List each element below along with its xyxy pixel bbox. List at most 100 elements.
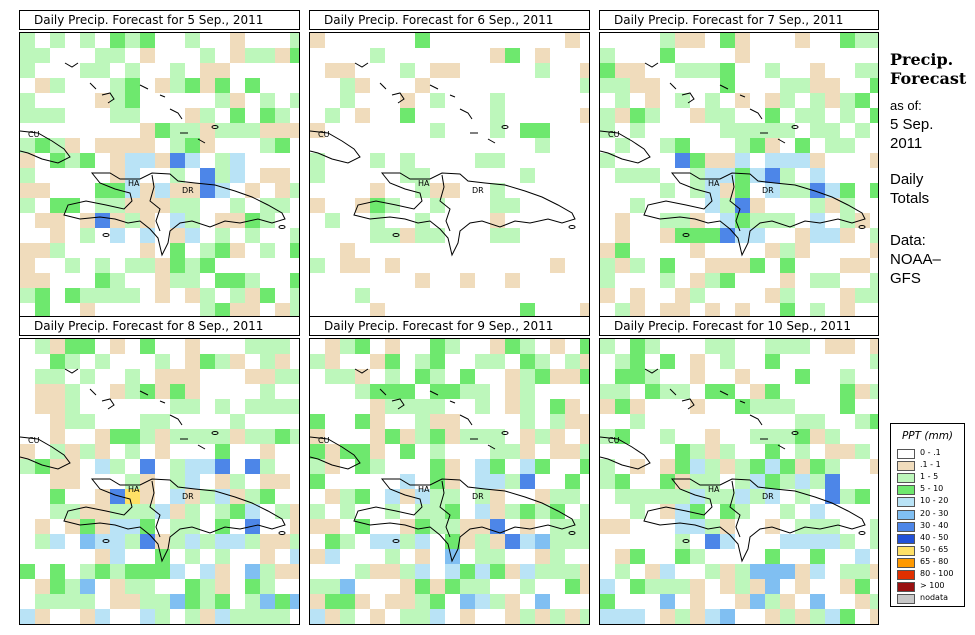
precip-cell bbox=[415, 399, 430, 414]
coastline-path bbox=[487, 138, 496, 144]
precip-cell bbox=[840, 228, 855, 243]
precip-cell bbox=[155, 78, 170, 93]
precip-cell bbox=[325, 213, 340, 228]
precip-cell bbox=[200, 489, 215, 504]
precip-cell bbox=[870, 519, 878, 534]
precip-cell bbox=[400, 474, 415, 489]
coastline-path bbox=[89, 82, 97, 90]
precip-cell bbox=[870, 414, 878, 429]
precip-cell bbox=[855, 444, 870, 459]
coastline-path bbox=[310, 130, 361, 164]
legend-label: 5 - 10 bbox=[920, 484, 944, 494]
precip-cell bbox=[520, 399, 535, 414]
precip-cell bbox=[490, 549, 505, 564]
precip-cell bbox=[355, 444, 370, 459]
precip-cell bbox=[520, 564, 535, 579]
sidebar-title: Precip. Forecast bbox=[890, 50, 966, 88]
precip-cell bbox=[565, 564, 580, 579]
precip-cell bbox=[185, 354, 200, 369]
precip-cell bbox=[870, 354, 878, 369]
precip-cell bbox=[230, 123, 245, 138]
precip-cell bbox=[340, 594, 355, 609]
precip-cell bbox=[795, 579, 810, 594]
precip-cell bbox=[370, 564, 385, 579]
precip-cell bbox=[690, 228, 705, 243]
precip-cell bbox=[140, 564, 155, 579]
precip-cell bbox=[565, 444, 580, 459]
precip-cell bbox=[810, 168, 825, 183]
precip-cell bbox=[140, 123, 155, 138]
precip-cell bbox=[50, 429, 65, 444]
precip-cell bbox=[600, 153, 615, 168]
precip-cell bbox=[50, 213, 65, 228]
precip-cell bbox=[20, 198, 35, 213]
precip-cell bbox=[35, 339, 50, 354]
precip-cell bbox=[35, 459, 50, 474]
coastline-path bbox=[64, 62, 79, 68]
precip-cell bbox=[155, 444, 170, 459]
precip-cell bbox=[260, 369, 275, 384]
coastline-path bbox=[159, 400, 166, 404]
precip-cell bbox=[430, 228, 445, 243]
panel-title: Daily Precip. Forecast for 8 Sep., 2011 bbox=[19, 316, 300, 336]
precip-cell bbox=[140, 504, 155, 519]
precip-cell bbox=[550, 258, 565, 273]
precip-cell bbox=[795, 183, 810, 198]
precip-cell bbox=[765, 243, 780, 258]
precip-cell bbox=[430, 519, 445, 534]
precip-cell bbox=[400, 519, 415, 534]
precip-cell bbox=[600, 429, 615, 444]
precip-cell bbox=[690, 183, 705, 198]
precip-cell bbox=[355, 339, 370, 354]
precip-cell bbox=[825, 489, 840, 504]
precip-cell bbox=[445, 504, 460, 519]
precip-cell bbox=[260, 354, 275, 369]
precip-cell bbox=[460, 594, 475, 609]
precip-cell bbox=[65, 519, 80, 534]
precip-cell bbox=[615, 243, 630, 258]
precip-cell bbox=[795, 444, 810, 459]
precip-cell bbox=[125, 258, 140, 273]
precip-cell bbox=[705, 519, 720, 534]
precip-cell bbox=[810, 63, 825, 78]
precip-cell bbox=[155, 594, 170, 609]
precip-cell bbox=[675, 288, 690, 303]
coastline-path bbox=[20, 130, 71, 164]
precip-cell bbox=[155, 354, 170, 369]
legend-swatch bbox=[897, 509, 915, 520]
precip-cell bbox=[490, 183, 505, 198]
precip-cell bbox=[660, 594, 675, 609]
precip-cell bbox=[475, 519, 490, 534]
precip-cell bbox=[580, 354, 589, 369]
precip-cell bbox=[185, 459, 200, 474]
precip-cell bbox=[720, 108, 735, 123]
precip-cell bbox=[630, 63, 645, 78]
precip-cell bbox=[400, 108, 415, 123]
precip-cell bbox=[720, 273, 735, 288]
precip-cell bbox=[720, 33, 735, 48]
precip-cell bbox=[140, 519, 155, 534]
legend-swatch bbox=[897, 521, 915, 532]
precip-cell bbox=[630, 414, 645, 429]
precip-cell bbox=[170, 369, 185, 384]
precip-grid bbox=[310, 339, 589, 624]
precip-cell bbox=[520, 168, 535, 183]
precip-cell bbox=[660, 564, 675, 579]
precip-cell bbox=[35, 303, 50, 318]
precip-cell bbox=[445, 519, 460, 534]
coastline-path bbox=[643, 478, 866, 563]
precip-cell bbox=[720, 354, 735, 369]
precip-cell bbox=[275, 354, 290, 369]
precip-cell bbox=[445, 549, 460, 564]
precip-cell bbox=[840, 33, 855, 48]
legend-swatch bbox=[897, 449, 915, 459]
precip-cell bbox=[615, 369, 630, 384]
precip-cell bbox=[310, 153, 325, 168]
precip-cell bbox=[675, 489, 690, 504]
precip-cell bbox=[855, 579, 870, 594]
precip-cell bbox=[535, 369, 550, 384]
legend-swatch bbox=[897, 545, 915, 556]
precip-cell bbox=[125, 153, 140, 168]
precip-cell bbox=[370, 384, 385, 399]
precip-cell bbox=[445, 414, 460, 429]
